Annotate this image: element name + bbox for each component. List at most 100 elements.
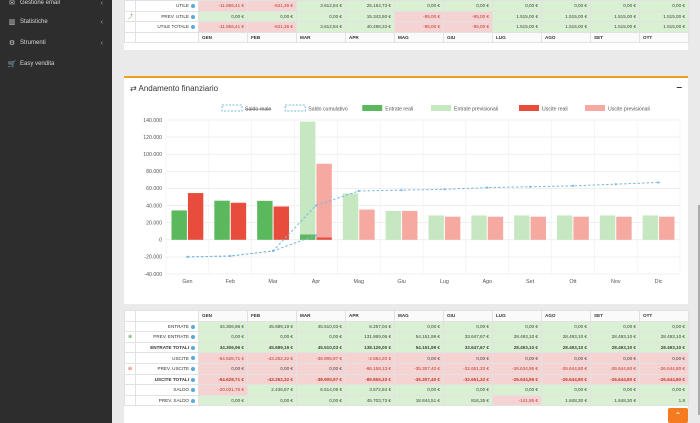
table-cell: 45.510,03 € <box>296 341 346 354</box>
line-point[interactable] <box>486 186 489 189</box>
table-cell: 40.498,33 € <box>345 21 395 33</box>
sidebar-item-statistiche[interactable]: ▥ Statistiche ‹ <box>0 11 112 33</box>
info-icon[interactable] <box>191 4 195 9</box>
bar-entrate-previsionali[interactable] <box>556 215 573 240</box>
table-cell: 28.493,10 € <box>492 331 542 343</box>
info-icon[interactable] <box>191 14 195 19</box>
info-icon[interactable] <box>191 398 195 403</box>
table-cell: 6.257,04 € <box>345 320 395 333</box>
table-cell: 0,00 € <box>394 0 444 12</box>
bar-entrate-reali[interactable] <box>257 200 273 240</box>
month-header: GEN <box>198 310 248 322</box>
trend-icon[interactable]: ⤴ <box>124 10 136 23</box>
table-cell: 1.515,00 € <box>541 10 591 23</box>
y-tick-label: -20.000 <box>144 255 162 261</box>
info-icon[interactable] <box>191 356 195 361</box>
legend-item[interactable]: Saldo reale <box>221 104 271 113</box>
bar-entrate-previsionali[interactable] <box>299 121 316 235</box>
line-point[interactable] <box>528 185 532 188</box>
bar-entrate-previsionali[interactable] <box>385 210 402 240</box>
table-cell: 28.493,10 € <box>541 331 591 343</box>
table-cell: 0,00 € <box>541 320 591 333</box>
bar-uscite-previsionali[interactable] <box>530 216 547 240</box>
bar-entrate-reali[interactable] <box>171 210 187 240</box>
table-row: PREV. SALDO 0,00 €0,00 €0,00 €45.703,73 €… <box>124 394 689 407</box>
line-point[interactable] <box>314 234 318 237</box>
legend-item[interactable]: Entrate reali <box>362 105 413 113</box>
info-icon[interactable] <box>191 324 195 329</box>
bar-uscite-reali[interactable] <box>316 237 332 240</box>
bar-uscite-reali[interactable] <box>230 202 247 240</box>
x-tick-label: Apr <box>312 279 321 285</box>
table-cell: -35.307,40 € <box>394 362 444 375</box>
legend-item[interactable]: Entrate previsionali <box>431 105 498 113</box>
month-header: APR <box>345 31 395 44</box>
bar-entrate-previsionali[interactable] <box>642 215 659 240</box>
line-point[interactable] <box>314 204 318 207</box>
month-header: MAG <box>394 31 444 44</box>
minus-circle-icon[interactable]: ⊖ <box>124 362 136 375</box>
table-cell: -26.644,80 € <box>541 373 591 386</box>
bar-entrate-reali[interactable] <box>214 200 230 240</box>
table-cell: 45.703,73 € <box>345 394 395 407</box>
line-point[interactable] <box>657 181 660 184</box>
table-cell: -54.628,71 € <box>198 352 248 364</box>
plus-circle-icon[interactable]: ⊕ <box>124 331 136 343</box>
info-icon[interactable] <box>191 25 195 30</box>
bar-uscite-previsionali[interactable] <box>573 216 589 240</box>
bar-uscite-previsionali[interactable] <box>444 216 461 240</box>
line-point[interactable] <box>400 189 403 192</box>
bar-uscite-previsionali[interactable] <box>316 163 332 238</box>
row-label: PREV. ENTRATE <box>135 331 199 343</box>
info-icon[interactable] <box>191 388 195 393</box>
line-point[interactable] <box>357 189 360 193</box>
bar-entrate-previsionali[interactable] <box>599 215 616 240</box>
legend-item[interactable]: Uscite previsionali <box>585 105 650 113</box>
table-cell: 45.689,19 € <box>247 320 297 333</box>
bar-uscite-previsionali[interactable] <box>359 209 375 240</box>
legend-swatch <box>431 105 451 111</box>
bar-uscite-previsionali[interactable] <box>616 216 632 240</box>
info-icon[interactable] <box>191 367 195 372</box>
line-point[interactable] <box>271 249 275 252</box>
table-cell: 28.493,10 € <box>590 331 640 343</box>
collapse-button[interactable]: – <box>676 82 682 93</box>
info-icon[interactable] <box>191 345 195 350</box>
sidebar-item-gestione-email[interactable]: ✉ Gestione email ‹ <box>0 0 112 14</box>
info-icon[interactable] <box>191 335 195 340</box>
table-row: ⊕ PREV. ENTRATE 0,00 €0,00 €0,00 €131.869,… <box>124 331 689 343</box>
legend-item[interactable]: Saldo cumulativo <box>284 104 348 113</box>
line-point[interactable] <box>571 184 575 187</box>
line-point[interactable] <box>443 188 446 191</box>
bar-entrate-previsionali[interactable] <box>514 215 530 240</box>
table-cell: 0,00 € <box>590 352 640 364</box>
bar-uscite-previsionali[interactable] <box>402 210 418 240</box>
line-point[interactable] <box>186 255 189 258</box>
sidebar-item-easy-vendita[interactable]: 🛒 Easy vendita <box>0 53 112 75</box>
y-tick-label: 0 <box>159 238 162 244</box>
bar-uscite-reali[interactable] <box>273 206 290 240</box>
month-header: LUG <box>492 31 542 44</box>
table-cell: 0,00 € <box>639 384 689 396</box>
bar-uscite-previsionali[interactable] <box>487 216 504 240</box>
table-cell: 0,00 € <box>590 384 640 396</box>
table-cell: 0,00 € <box>492 352 542 364</box>
bar-entrate-previsionali[interactable] <box>471 215 487 240</box>
line-point[interactable] <box>614 183 617 186</box>
bar-uscite-previsionali[interactable] <box>659 216 675 240</box>
envelope-icon: ✉ <box>9 0 15 7</box>
legend-swatch <box>519 105 539 111</box>
sidebar-item-strumenti[interactable]: ⚙ Strumenti ‹ <box>0 32 112 54</box>
scrollbar[interactable] <box>698 205 700 415</box>
bar-entrate-previsionali[interactable] <box>428 215 444 240</box>
table-cell: 54.151,99 € <box>394 331 444 343</box>
scroll-to-top-button[interactable]: ⌃ <box>668 408 688 423</box>
table-cell: 0,00 € <box>394 384 444 396</box>
bar-uscite-reali[interactable] <box>187 193 204 240</box>
bar-entrate-reali[interactable] <box>299 234 316 240</box>
bar-entrate-previsionali[interactable] <box>342 193 359 240</box>
line-point[interactable] <box>229 254 232 258</box>
legend-item[interactable]: Uscite reali <box>519 105 568 113</box>
row-label: USCITE TOTALI <box>135 373 199 386</box>
info-icon[interactable] <box>191 377 195 382</box>
